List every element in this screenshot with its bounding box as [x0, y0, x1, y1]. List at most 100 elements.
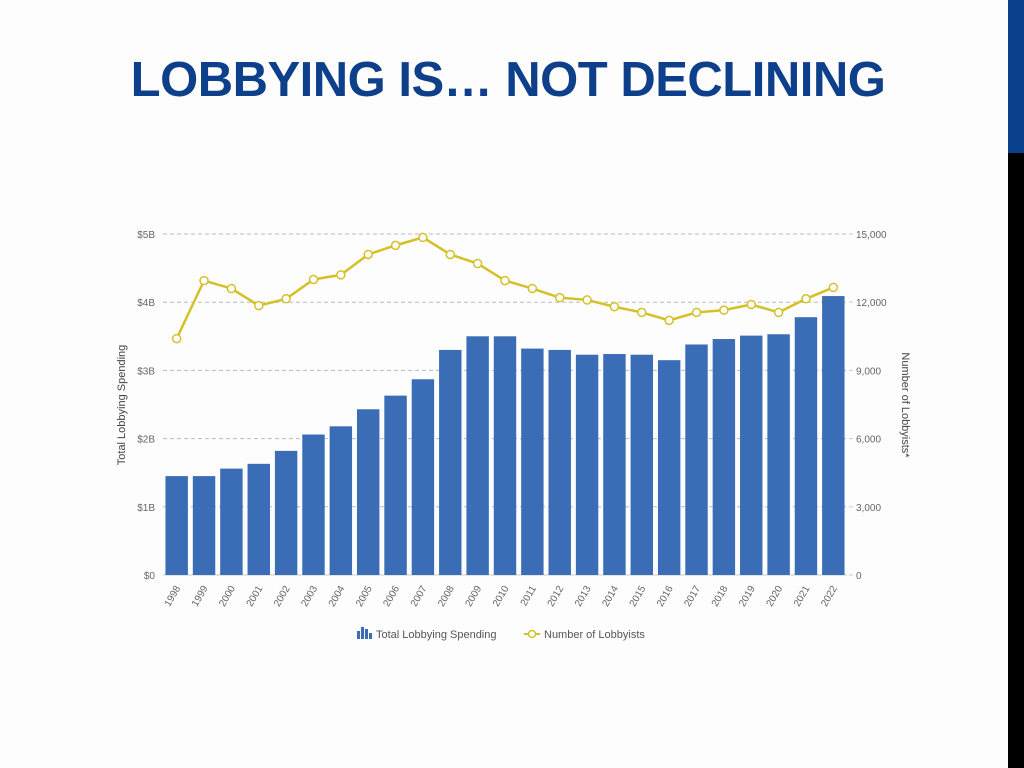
bar	[329, 426, 353, 575]
bar	[822, 296, 845, 575]
line-point	[308, 274, 319, 285]
x-tick-label: 2015	[628, 584, 649, 609]
bar	[439, 349, 462, 575]
bar	[685, 344, 708, 575]
bar	[192, 476, 216, 575]
right-axis-title: Number of Lobbyists*	[899, 352, 911, 458]
left-tick-label: $2B	[137, 435, 155, 446]
slide-title: LOBBYING IS… NOT DECLINING	[130, 53, 886, 107]
line-point	[664, 315, 674, 326]
right-tick-label: 3,000	[856, 503, 881, 514]
right-tick-label: 15,000	[856, 230, 887, 241]
line-point	[801, 294, 811, 304]
bar	[274, 450, 298, 575]
x-tick-label: 2001	[245, 584, 266, 609]
x-tick-label: 2016	[655, 584, 676, 609]
line-point	[637, 307, 647, 318]
bar	[630, 354, 654, 575]
bar	[356, 409, 380, 575]
bar	[411, 379, 435, 575]
x-axis: 1998 1999 2000 2001 2002 2003 2004 2005 2006 2007…	[163, 584, 841, 609]
line-point	[773, 307, 784, 318]
line-point	[691, 307, 702, 318]
bar	[548, 349, 571, 575]
line-point	[336, 270, 346, 280]
line-point	[500, 275, 510, 286]
x-tick-label: 1998	[163, 584, 184, 609]
x-tick-label: 2017	[682, 584, 703, 609]
legend: Total Lobbying Spending Number of Lobbyi…	[357, 627, 645, 641]
x-tick-label: 1999	[190, 584, 211, 609]
legend-item-lobbyists[interactable]: Number of Lobbyists	[524, 629, 645, 641]
line-point	[418, 232, 428, 243]
bar	[493, 336, 517, 575]
accent-bar	[1008, 0, 1024, 153]
x-tick-label: 2019	[737, 584, 758, 609]
bar-series	[165, 296, 845, 575]
left-tick-label: $4B	[137, 298, 155, 309]
bar	[740, 335, 763, 575]
x-tick-label: 2009	[464, 584, 485, 609]
legend-label-lobbyists: Number of Lobbyists	[544, 629, 645, 641]
line-point	[390, 240, 401, 251]
bar	[575, 354, 599, 575]
x-tick-label: 2000	[217, 584, 238, 609]
x-tick-label: 2010	[491, 584, 512, 609]
x-tick-label: 2006	[382, 584, 403, 609]
x-tick-label: 2020	[765, 584, 786, 609]
line-point	[171, 333, 182, 344]
bar	[220, 468, 243, 575]
bar	[384, 395, 407, 575]
bar	[302, 434, 325, 575]
line-point	[226, 283, 237, 294]
x-tick-label: 2018	[710, 584, 731, 609]
left-tick-label: $1B	[137, 503, 155, 514]
x-tick-label: 2021	[792, 584, 813, 609]
x-tick-label: 2005	[354, 584, 375, 609]
side-bar	[1008, 153, 1024, 768]
lobbyists-line	[175, 236, 834, 340]
right-tick-label: 6,000	[856, 435, 881, 446]
left-tick-label: $5B	[137, 230, 155, 241]
bar-chart-icon	[357, 627, 372, 639]
line-point	[609, 301, 620, 312]
line-point	[254, 300, 264, 311]
line-point	[363, 249, 373, 260]
line-point	[828, 282, 839, 293]
x-tick-label: 2007	[409, 584, 430, 609]
bar	[794, 317, 818, 575]
x-tick-label: 2013	[573, 584, 594, 609]
line-point	[719, 305, 729, 315]
left-tick-label: $3B	[137, 366, 155, 377]
x-tick-label: 2002	[272, 584, 293, 609]
legend-item-spending[interactable]: Total Lobbying Spending	[357, 627, 496, 641]
right-tick-label: 0	[856, 571, 862, 582]
line-point	[527, 283, 538, 294]
bar	[165, 476, 188, 575]
bar	[603, 354, 626, 575]
right-tick-label: 9,000	[856, 366, 881, 377]
x-tick-label: 2012	[546, 584, 567, 609]
bar	[657, 360, 681, 575]
bar	[767, 334, 790, 575]
line-point	[554, 292, 565, 303]
line-series	[171, 232, 839, 344]
right-tick-label: 12,000	[856, 298, 887, 309]
line-point	[746, 299, 756, 310]
bar	[521, 348, 544, 575]
x-tick-label: 2004	[327, 584, 348, 609]
left-axis: $0 $1B $2B $3B $4B $5B	[137, 230, 155, 582]
left-tick-label: $0	[144, 571, 156, 582]
bar	[712, 339, 736, 575]
bar	[247, 463, 270, 575]
right-axis: 0 3,000 6,000 9,000 12,000 15,000	[849, 230, 887, 582]
x-tick-label: 2008	[436, 584, 457, 609]
line-point	[281, 294, 291, 304]
x-tick-label: 2014	[600, 584, 621, 609]
line-marker-icon	[524, 629, 540, 639]
x-tick-label: 2011	[519, 584, 539, 609]
x-tick-label: 2003	[299, 584, 320, 609]
x-tick-label: 2022	[819, 584, 840, 609]
legend-label-spending: Total Lobbying Spending	[376, 629, 496, 641]
